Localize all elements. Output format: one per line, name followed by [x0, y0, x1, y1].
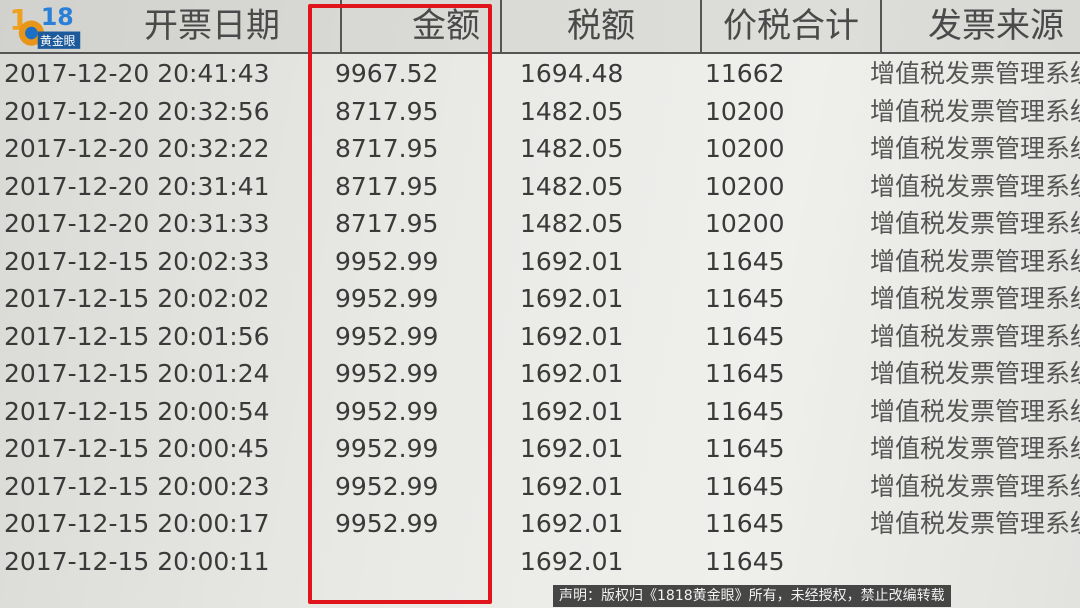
amount-cell: 9952.99 — [335, 321, 439, 351]
total-cell: 11645 — [705, 509, 785, 538]
total-cell: 11645 — [705, 246, 785, 276]
amount-cell: 9952.99 — [335, 434, 439, 463]
source-cell: 增值税发票管理系统 — [870, 359, 1080, 388]
table-row: 2017-12-15 20:00:45 9952.99 1692.01 11645 增值… — [0, 433, 1080, 465]
date-cell: 2017-12-15 20:00:17 — [4, 509, 270, 538]
amount-cell: 9952.99 — [335, 359, 439, 388]
table-row: 2017-12-15 20:00:23 9952.99 1692.01 11645 增值… — [0, 471, 1080, 503]
total-cell: 10200 — [705, 134, 785, 163]
header-source: 发票来源 — [880, 0, 1080, 52]
amount-cell: 8717.95 — [335, 209, 439, 238]
source-cell: 增值税发票管理系统 — [870, 396, 1080, 426]
total-cell: 10200 — [705, 209, 785, 238]
date-cell: 2017-12-20 20:32:22 — [4, 134, 270, 163]
table-row: 2017-12-20 20:41:43 9967.52 1694.48 11662 增值… — [0, 58, 1080, 90]
logo: 1 18 黄金眼 — [4, 0, 84, 52]
total-cell: 11645 — [705, 396, 785, 426]
date-cell: 2017-12-15 20:00:11 — [4, 546, 270, 576]
table-row: 2017-12-20 20:31:33 8717.95 1482.05 10200 增值… — [0, 208, 1080, 240]
tax-cell: 1482.05 — [520, 209, 624, 238]
table-row: 2017-12-20 20:31:41 8717.95 1482.05 10200 增值… — [0, 171, 1080, 203]
tax-cell: 1694.48 — [520, 59, 624, 88]
date-cell: 2017-12-15 20:00:54 — [4, 396, 270, 426]
header-tax: 税额 — [500, 0, 700, 52]
date-cell: 2017-12-15 20:00:23 — [4, 471, 270, 501]
amount-cell: 9952.99 — [335, 396, 439, 426]
date-cell: 2017-12-15 20:01:56 — [4, 321, 270, 351]
total-cell: 11645 — [705, 546, 785, 576]
table-row: 2017-12-20 20:32:56 8717.95 1482.05 10200 增值… — [0, 96, 1080, 128]
source-cell: 增值税发票管理系统 — [870, 509, 1080, 538]
tax-cell: 1692.01 — [520, 284, 624, 313]
date-cell: 2017-12-15 20:02:33 — [4, 246, 270, 276]
total-cell: 11645 — [705, 471, 785, 501]
date-cell: 2017-12-20 20:41:43 — [4, 59, 270, 88]
tax-cell: 1482.05 — [520, 134, 624, 163]
tax-cell: 1692.01 — [520, 321, 624, 351]
tax-cell: 1482.05 — [520, 96, 624, 126]
total-cell: 11645 — [705, 359, 785, 388]
table-row: 2017-12-20 20:32:22 8717.95 1482.05 10200 增值… — [0, 133, 1080, 165]
total-cell: 11662 — [705, 59, 785, 88]
total-cell: 10200 — [705, 171, 785, 201]
date-cell: 2017-12-15 20:02:02 — [4, 284, 270, 313]
total-cell: 11645 — [705, 321, 785, 351]
date-cell: 2017-12-15 20:00:45 — [4, 434, 270, 463]
tax-cell: 1692.01 — [520, 509, 624, 538]
date-cell: 2017-12-20 20:32:56 — [4, 96, 270, 126]
tax-cell: 1692.01 — [520, 546, 624, 576]
total-cell: 11645 — [705, 284, 785, 313]
date-cell: 2017-12-20 20:31:33 — [4, 209, 270, 238]
source-cell: 增值税发票管理系统 — [870, 59, 1080, 88]
amount-cell: 9952.99 — [335, 471, 439, 501]
date-cell: 2017-12-15 20:01:24 — [4, 359, 270, 388]
highlight-box — [308, 4, 492, 604]
copyright-notice: 声明：版权归《1818黄金眼》所有，未经授权，禁止改编转载 — [553, 585, 951, 607]
source-cell: 增值税发票管理系统 — [870, 471, 1080, 501]
tax-cell: 1692.01 — [520, 396, 624, 426]
amount-cell: 8717.95 — [335, 134, 439, 163]
source-cell: 增值税发票管理系统 — [870, 209, 1080, 238]
total-cell: 10200 — [705, 96, 785, 126]
table-row: 2017-12-15 20:00:17 9952.99 1692.01 11645 增值… — [0, 508, 1080, 540]
table-row: 2017-12-15 20:00:11 1692.01 11645 — [0, 546, 1080, 578]
header-amount: 金额 — [340, 0, 500, 52]
header-date: 开票日期 — [144, 6, 280, 46]
table-row: 2017-12-15 20:01:56 9952.99 1692.01 11645 增值… — [0, 321, 1080, 353]
amount-cell: 8717.95 — [335, 171, 439, 201]
amount-cell: 9952.99 — [335, 509, 439, 538]
source-cell: 增值税发票管理系统 — [870, 321, 1080, 351]
source-cell: 增值税发票管理系统 — [870, 96, 1080, 126]
tax-cell: 1692.01 — [520, 359, 624, 388]
amount-cell: 8717.95 — [335, 96, 439, 126]
svg-text:18: 18 — [41, 3, 74, 31]
source-cell: 增值税发票管理系统 — [870, 284, 1080, 313]
table-row: 2017-12-15 20:00:54 9952.99 1692.01 11645 增值… — [0, 396, 1080, 428]
table-header: 开票日期 金额 税额 价税合计 发票来源 — [0, 0, 1080, 54]
tax-cell: 1692.01 — [520, 471, 624, 501]
source-cell: 增值税发票管理系统 — [870, 134, 1080, 163]
svg-text:黄金眼: 黄金眼 — [40, 34, 76, 48]
table-row: 2017-12-15 20:02:33 9952.99 1692.01 11645 增值… — [0, 246, 1080, 278]
total-cell: 11645 — [705, 434, 785, 463]
amount-cell: 9952.99 — [335, 284, 439, 313]
source-cell: 增值税发票管理系统 — [870, 246, 1080, 276]
header-total: 价税合计 — [700, 0, 880, 52]
logo-1818-icon: 1 18 黄金眼 — [9, 3, 81, 49]
tax-cell: 1482.05 — [520, 171, 624, 201]
date-cell: 2017-12-20 20:31:41 — [4, 171, 270, 201]
table-row: 2017-12-15 20:01:24 9952.99 1692.01 11645 增值… — [0, 358, 1080, 390]
source-cell: 增值税发票管理系统 — [870, 171, 1080, 201]
tax-cell: 1692.01 — [520, 246, 624, 276]
source-cell: 增值税发票管理系统 — [870, 434, 1080, 463]
tax-cell: 1692.01 — [520, 434, 624, 463]
table-row: 2017-12-15 20:02:02 9952.99 1692.01 11645 增值… — [0, 283, 1080, 315]
amount-cell: 9967.52 — [335, 59, 439, 88]
amount-cell: 9952.99 — [335, 246, 439, 276]
